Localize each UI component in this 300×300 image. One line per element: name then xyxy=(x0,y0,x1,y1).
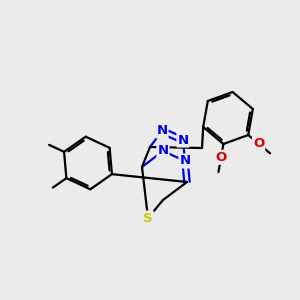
Text: N: N xyxy=(179,154,191,167)
Text: N: N xyxy=(156,124,168,137)
Text: S: S xyxy=(143,212,153,224)
Text: N: N xyxy=(158,145,169,158)
Text: N: N xyxy=(177,134,189,146)
Text: O: O xyxy=(253,137,264,150)
Text: O: O xyxy=(215,151,227,164)
